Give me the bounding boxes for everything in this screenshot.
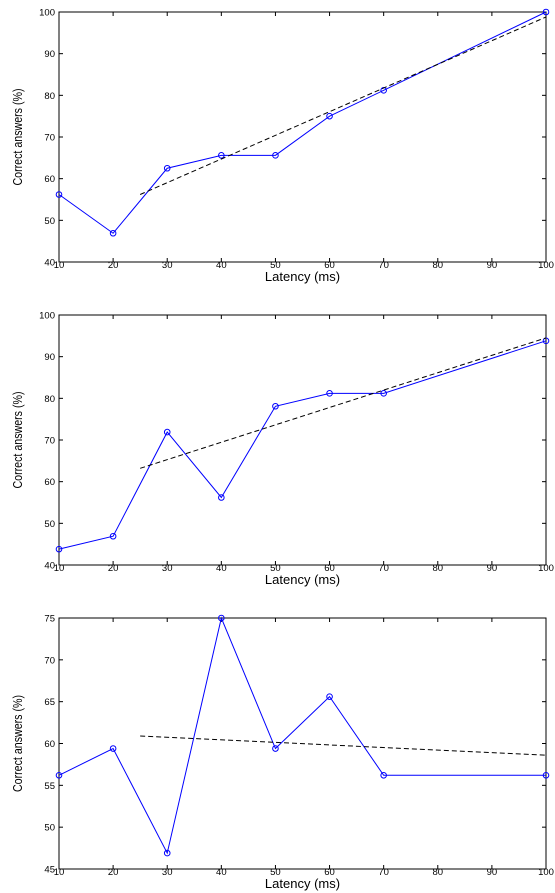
chart-1: 10 20 30 40 50 60 70 80 90 100 40 50 60 70 80 90 100 Late…: [10, 8, 554, 285]
y-tick-label: 50: [44, 519, 55, 530]
y-tick-label: 40: [44, 258, 55, 269]
x-tick-label: 20: [108, 260, 119, 271]
y-tick-label: 55: [44, 781, 55, 792]
y-tick-label: 100: [39, 311, 55, 322]
data-point: [380, 771, 387, 779]
data-point: [326, 693, 333, 700]
x-tick-label: 80: [432, 563, 443, 574]
data-point: [109, 229, 117, 237]
x-tick-label: 10: [54, 260, 65, 271]
x-tick-label: 20: [108, 563, 119, 574]
data-point: [163, 849, 171, 857]
x-tick-label: 40: [216, 260, 227, 271]
x-tick-label: 30: [162, 563, 173, 574]
x-tick-label: 70: [378, 867, 389, 878]
y-tick-label: 90: [44, 49, 55, 60]
y-tick-label: 60: [44, 174, 55, 185]
x-tick-label: 80: [432, 867, 443, 878]
x-tick-label: 30: [162, 260, 173, 271]
x-axis-title: Latency (ms): [265, 876, 340, 891]
x-tick-label: 60: [324, 260, 335, 271]
plot-frame: [58, 314, 547, 566]
trend-line: [139, 16, 547, 195]
data-point: [109, 745, 117, 752]
x-tick-label: 60: [324, 563, 335, 574]
data-point: [272, 745, 279, 752]
y-tick-label: 80: [44, 394, 55, 405]
y-tick-label: 70: [44, 436, 55, 447]
x-axis-title: Latency (ms): [265, 572, 340, 587]
x-tick-label: 50: [270, 563, 281, 574]
x-tick-label: 20: [108, 867, 119, 878]
x-tick-label: 90: [487, 260, 498, 271]
data-point: [542, 771, 550, 779]
x-tick-label: 70: [378, 260, 389, 271]
y-tick-label: 70: [44, 655, 55, 666]
x-tick-label: 40: [216, 563, 227, 574]
x-tick-label: 30: [162, 867, 173, 878]
chart-2: 10 20 30 40 50 60 70 80 90 100 40 50 60 70 80 90 100 Late…: [10, 311, 554, 588]
y-tick-label: 90: [44, 352, 55, 363]
x-tick-label: 10: [54, 867, 65, 878]
x-tick-label: 100: [538, 867, 554, 878]
data-point: [380, 390, 387, 397]
x-axis-title: Latency (ms): [265, 269, 340, 284]
data-point: [218, 152, 225, 159]
data-point: [272, 402, 279, 410]
x-tick-label: 80: [432, 260, 443, 271]
data-point: [326, 112, 333, 120]
y-tick-label: 40: [44, 561, 55, 572]
x-tick-label: 100: [538, 260, 554, 271]
data-point: [272, 152, 279, 159]
y-axis-title: Correct answers (%): [10, 88, 25, 185]
data-point: [109, 532, 117, 540]
x-tick-label: 50: [270, 260, 281, 271]
y-tick-label: 60: [44, 739, 55, 750]
y-axis-title: Correct answers (%): [10, 695, 25, 792]
y-tick-label: 60: [44, 477, 55, 488]
y-tick-label: 100: [39, 8, 55, 19]
data-point: [55, 191, 63, 198]
data-point: [163, 428, 171, 436]
y-tick-label: 80: [44, 91, 55, 102]
y-tick-label: 45: [44, 865, 55, 876]
y-axis-title: Correct answers (%): [10, 391, 25, 488]
data-point: [55, 545, 63, 553]
x-tick-label: 90: [487, 867, 498, 878]
y-tick-label: 70: [44, 133, 55, 144]
data-point: [326, 390, 333, 397]
x-tick-label: 70: [378, 563, 389, 574]
x-tick-label: 100: [538, 563, 554, 574]
y-tick-label: 65: [44, 697, 55, 708]
x-tick-label: 60: [324, 867, 335, 878]
trend-line: [140, 735, 547, 756]
x-tick-label: 10: [54, 563, 65, 574]
data-point: [218, 494, 225, 501]
data-point: [163, 164, 171, 172]
data-line: [58, 616, 546, 855]
y-tick-label: 50: [44, 823, 55, 834]
y-tick-label: 75: [44, 614, 55, 625]
chart-3: 10 20 30 40 50 60 70 80 90 100 45 50 55 60 65 70 75 Laten…: [10, 614, 554, 892]
y-tick-label: 50: [44, 216, 55, 227]
data-point: [542, 8, 550, 16]
data-point: [55, 771, 63, 779]
x-tick-label: 50: [270, 867, 281, 878]
data-line: [58, 340, 547, 550]
plot-frame: [58, 11, 547, 263]
data-point: [218, 614, 225, 622]
x-tick-label: 40: [216, 867, 227, 878]
data-line: [58, 11, 547, 234]
x-tick-label: 90: [487, 563, 498, 574]
trend-line: [140, 337, 547, 469]
